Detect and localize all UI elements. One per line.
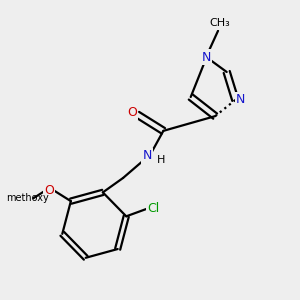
Text: methoxy: methoxy <box>6 193 49 203</box>
Text: H: H <box>157 155 166 165</box>
Text: O: O <box>44 184 54 197</box>
Text: O: O <box>127 106 137 119</box>
Text: N: N <box>236 93 245 106</box>
Text: Cl: Cl <box>148 202 160 215</box>
Text: CH₃: CH₃ <box>209 18 230 28</box>
Text: N: N <box>142 149 152 162</box>
Text: N: N <box>202 51 211 64</box>
